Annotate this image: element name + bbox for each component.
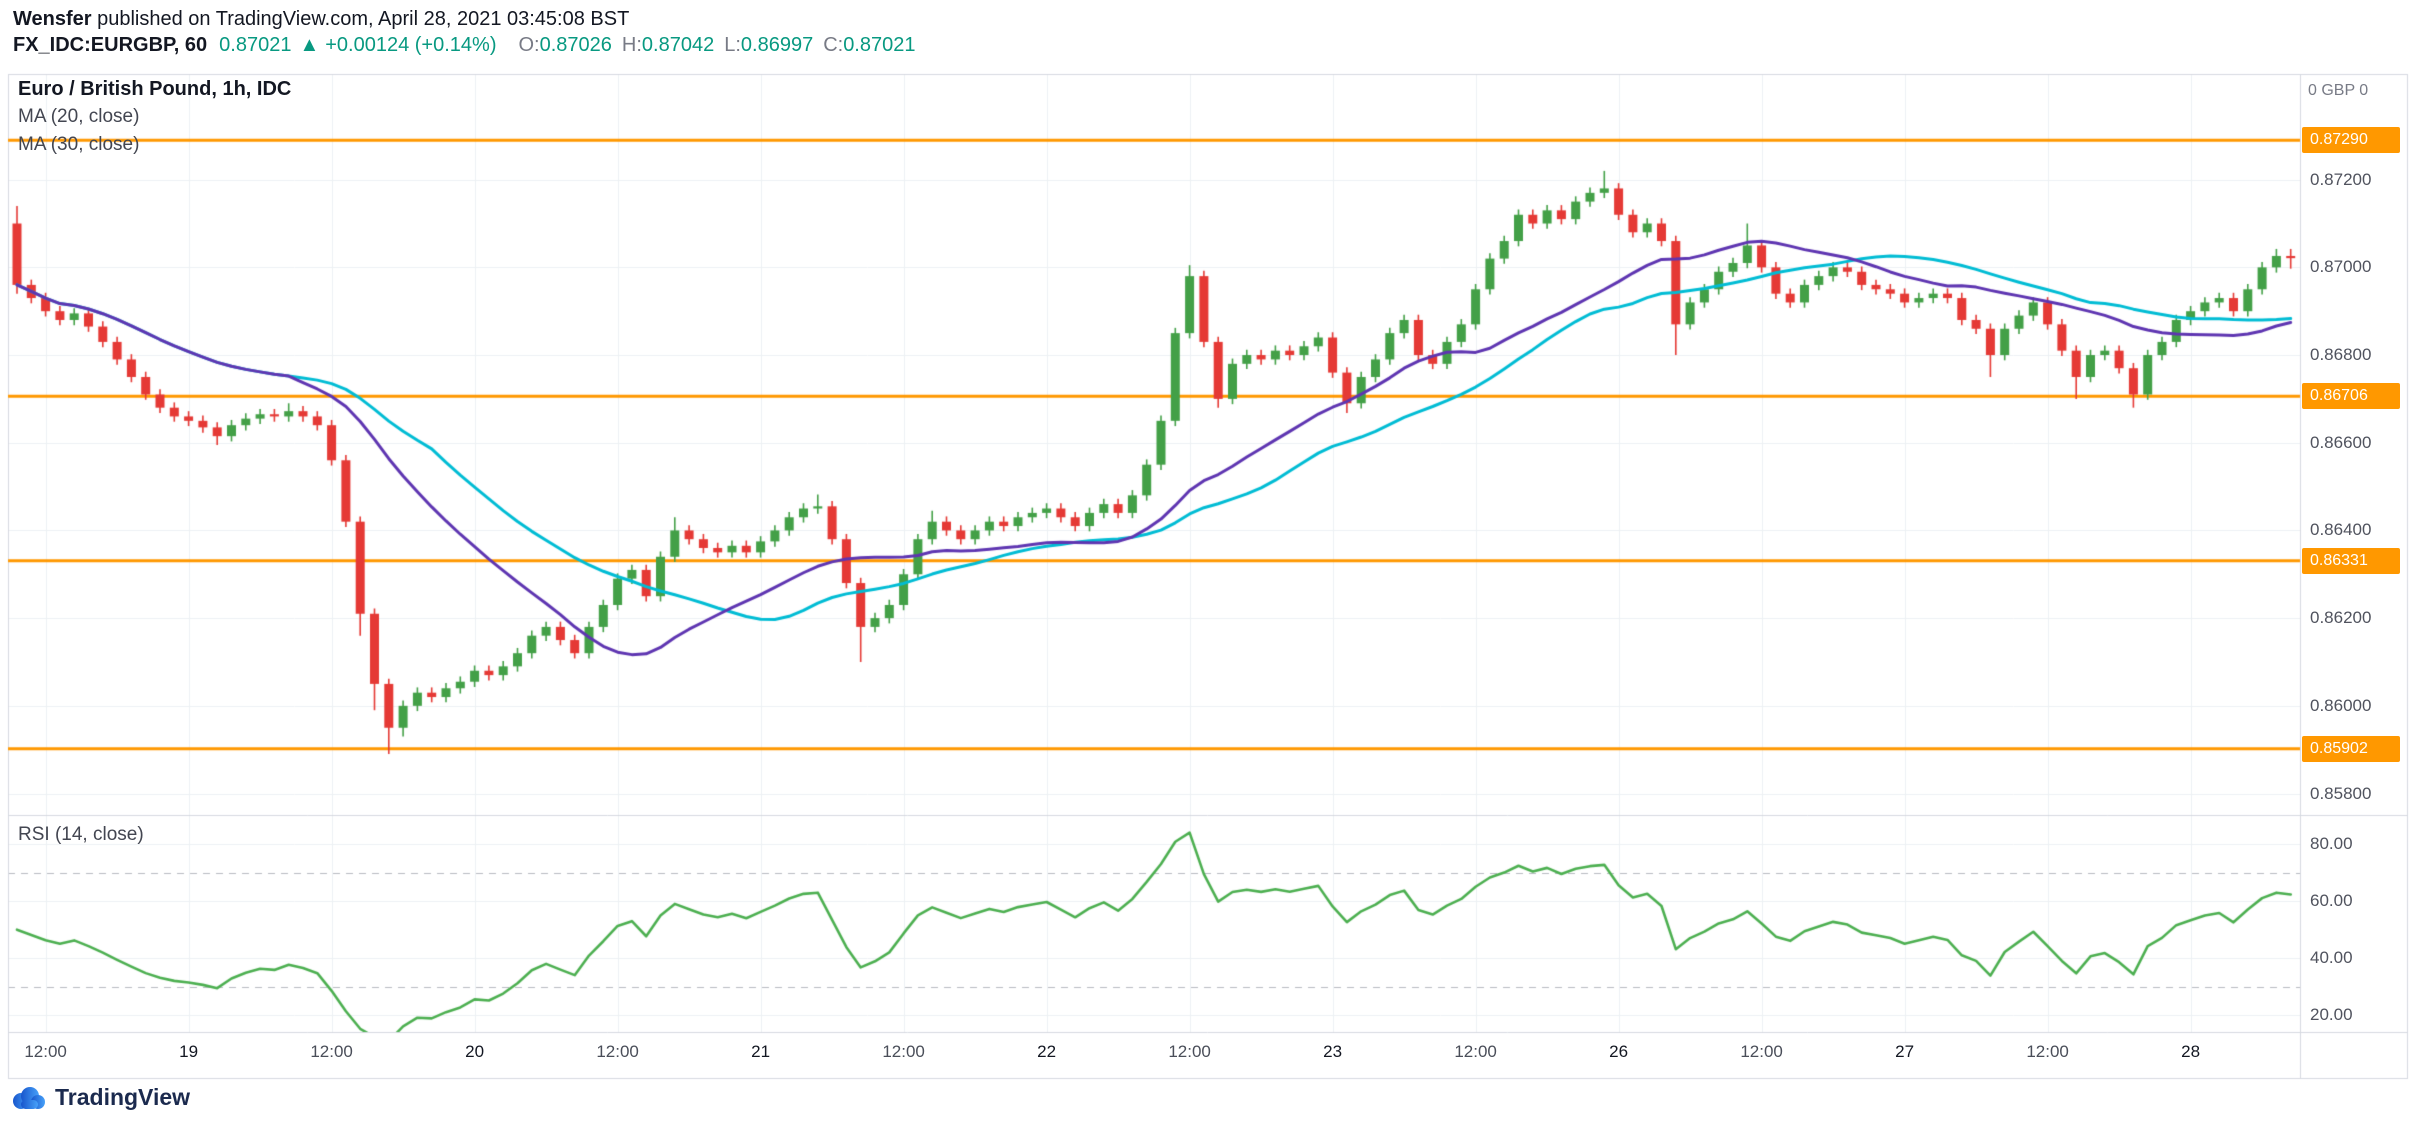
level-price-label: 0.85902 [2302,735,2400,762]
price-axis-top-label: 0 GBP 0 [2308,82,2369,99]
tradingview-logo-icon [13,1086,45,1109]
ma30-legend[interactable]: MA (30, close) [18,134,140,155]
rsi-axis-label: 40.00 [2310,948,2353,968]
rsi-axis-label: 60.00 [2310,891,2353,911]
rsi-legend[interactable]: RSI (14, close) [18,824,144,845]
time-axis-label: 12:00 [882,1042,925,1061]
tradingview-logo-text: TradingView [55,1084,191,1110]
time-axis-label: 12:00 [2026,1042,2069,1061]
time-axis-label: 21 [751,1042,771,1061]
price-axis-label: 0.86200 [2310,608,2372,628]
price-axis-label: 0.85800 [2310,783,2372,803]
level-price-label: 0.86706 [2302,383,2400,410]
time-axis-label: 12:00 [24,1042,67,1061]
rsi-axis-label: 80.00 [2310,834,2353,854]
rsi-axis-label: 20.00 [2310,1004,2353,1024]
time-axis-label: 12:00 [1740,1042,1783,1061]
time-axis-label: 28 [2181,1042,2201,1061]
time-axis-label: 26 [1609,1042,1629,1061]
time-axis-label: 12:00 [596,1042,639,1061]
time-axis-label: 12:00 [1168,1042,1211,1061]
time-axis-label: 19 [179,1042,199,1061]
price-axis-label: 0.86400 [2310,520,2372,540]
price-axis-label: 0.86000 [2310,695,2372,715]
time-axis-label: 27 [1895,1042,1915,1061]
time-axis-label: 22 [1037,1042,1057,1061]
ma20-legend[interactable]: MA (20, close) [18,106,140,127]
chart-title[interactable]: Euro / British Pound, 1h, IDC [18,78,292,100]
price-axis-label: 0.86800 [2310,345,2372,365]
level-price-label: 0.86331 [2302,547,2400,574]
price-axis-label: 0.87200 [2310,169,2372,189]
price-axis-label: 0.86600 [2310,432,2372,452]
time-axis-label: 20 [465,1042,485,1061]
time-axis-label: 12:00 [1454,1042,1497,1061]
tradingview-attribution[interactable]: TradingView [10,1084,190,1111]
time-axis-label: 23 [1323,1042,1343,1061]
level-price-label: 0.87290 [2302,127,2400,154]
time-axis-label: 12:00 [310,1042,353,1061]
price-axis-label: 0.87000 [2310,257,2372,277]
